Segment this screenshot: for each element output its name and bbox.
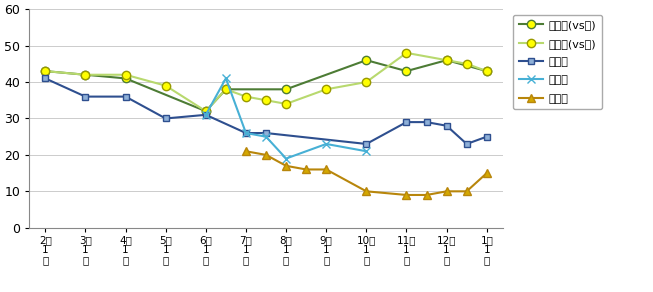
洪秀柱 [262, 135, 270, 138]
洪秀柱 [323, 142, 330, 146]
洪秀柱 [222, 77, 230, 80]
蔡英文(vs洪) [483, 69, 490, 73]
宋楚瑜 [422, 193, 430, 197]
Line: 洪秀柱: 洪秀柱 [202, 74, 370, 163]
宋楚瑜 [302, 168, 310, 171]
朱立倫 [162, 117, 170, 120]
蔡英文(vs洪) [162, 84, 170, 87]
朱立倫 [483, 135, 490, 138]
蔡英文(vs洪) [323, 88, 330, 91]
宋楚瑜 [463, 190, 471, 193]
蔡英文(vs朱) [41, 69, 49, 73]
宋楚瑜 [242, 150, 250, 153]
宋楚瑜 [282, 164, 290, 168]
蔡英文(vs洪) [402, 51, 410, 55]
蔡英文(vs朱) [483, 69, 490, 73]
宋楚瑜 [483, 171, 490, 175]
蔡英文(vs朱) [82, 73, 89, 77]
蔡英文(vs洪) [41, 69, 49, 73]
朱立倫 [41, 77, 49, 80]
朱立倫 [362, 142, 370, 146]
Line: 蔡英文(vs朱): 蔡英文(vs朱) [41, 56, 491, 115]
蔡英文(vs洪) [202, 110, 210, 113]
蔡英文(vs朱) [202, 110, 210, 113]
朱立倫 [443, 124, 451, 128]
洪秀柱 [362, 150, 370, 153]
蔡英文(vs洪) [82, 73, 89, 77]
宋楚瑜 [262, 153, 270, 157]
蔡英文(vs朱) [121, 77, 129, 80]
Line: 宋楚瑜: 宋楚瑜 [242, 147, 491, 199]
宋楚瑜 [443, 190, 451, 193]
蔡英文(vs洪) [362, 80, 370, 84]
蔡英文(vs洪) [443, 58, 451, 62]
蔡英文(vs洪) [121, 73, 129, 77]
宋楚瑜 [323, 168, 330, 171]
蔡英文(vs朱) [443, 58, 451, 62]
蔡英文(vs洪) [463, 62, 471, 66]
洪秀柱 [282, 157, 290, 160]
蔡英文(vs洪) [262, 98, 270, 102]
朱立倫 [202, 113, 210, 117]
朱立倫 [121, 95, 129, 98]
蔡英文(vs朱) [362, 58, 370, 62]
朱立倫 [402, 120, 410, 124]
Legend: 蔡英文(vs朱), 蔡英文(vs洪), 朱立倫, 洪秀柱, 宋楚瑜: 蔡英文(vs朱), 蔡英文(vs洪), 朱立倫, 洪秀柱, 宋楚瑜 [513, 15, 602, 109]
蔡英文(vs洪) [222, 88, 230, 91]
蔡英文(vs朱) [402, 69, 410, 73]
宋楚瑜 [402, 193, 410, 197]
蔡英文(vs朱) [222, 88, 230, 91]
朱立倫 [82, 95, 89, 98]
朱立倫 [262, 131, 270, 135]
洪秀柱 [242, 131, 250, 135]
朱立倫 [242, 131, 250, 135]
Line: 朱立倫: 朱立倫 [42, 75, 490, 147]
Line: 蔡英文(vs洪): 蔡英文(vs洪) [41, 49, 491, 115]
蔡英文(vs洪) [242, 95, 250, 98]
朱立倫 [463, 142, 471, 146]
洪秀柱 [202, 113, 210, 117]
宋楚瑜 [362, 190, 370, 193]
蔡英文(vs朱) [282, 88, 290, 91]
蔡英文(vs洪) [282, 102, 290, 106]
朱立倫 [422, 120, 430, 124]
